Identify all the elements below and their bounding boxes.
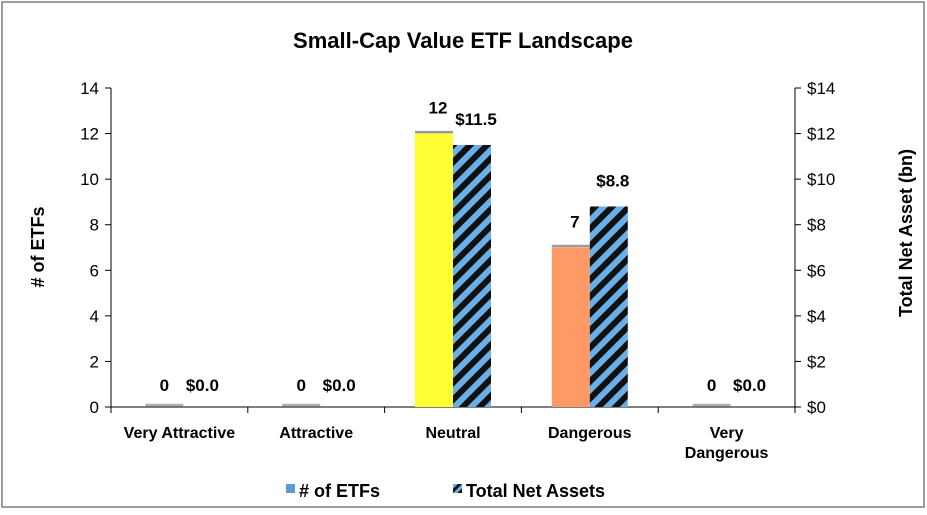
x-category-label: Very bbox=[710, 425, 744, 442]
y-axis-title-left: # of ETFs bbox=[28, 206, 48, 287]
bar-etfs bbox=[415, 133, 453, 408]
data-labels: 0 $0.0 0 $0.0 12 $11.5 7 $8.8 0 $0.0 bbox=[160, 99, 766, 395]
y-tick-label-left: 10 bbox=[80, 170, 99, 189]
legend-swatch-etfs bbox=[286, 484, 295, 493]
y-tick-label-right: $0 bbox=[807, 398, 826, 417]
data-label-etfs: 0 bbox=[160, 376, 169, 395]
bar-etfs bbox=[551, 247, 590, 407]
bar-assets bbox=[589, 206, 628, 407]
y-tick-label-right: $14 bbox=[807, 79, 835, 98]
y-tick-label-left: 2 bbox=[90, 352, 99, 371]
data-label-assets: $8.8 bbox=[596, 171, 629, 190]
legend: # of ETFs Total Net Assets bbox=[286, 481, 605, 501]
y-tick-label-right: $10 bbox=[807, 170, 835, 189]
chart-title: Small-Cap Value ETF Landscape bbox=[293, 28, 633, 53]
y-tick-label-left: 4 bbox=[90, 307, 99, 326]
y-tick-label-right: $2 bbox=[807, 352, 826, 371]
x-category-label: Neutral bbox=[425, 425, 480, 442]
y-tick-label-right: $6 bbox=[807, 261, 826, 280]
bars bbox=[145, 130, 731, 408]
y-tick-label-right: $4 bbox=[807, 307, 826, 326]
data-label-assets: $0.0 bbox=[186, 376, 219, 395]
x-category-label: Very Attractive bbox=[124, 425, 236, 442]
x-category-label: Attractive bbox=[279, 425, 353, 442]
y-tick-label-left: 12 bbox=[80, 125, 99, 144]
y-tick-label-left: 14 bbox=[80, 79, 99, 98]
x-category-label: Dangerous bbox=[685, 445, 769, 462]
y-tick-label-left: 6 bbox=[90, 261, 99, 280]
x-category-label: Dangerous bbox=[548, 425, 632, 442]
legend-label-etfs: # of ETFs bbox=[299, 481, 380, 501]
data-label-etfs: 0 bbox=[707, 376, 716, 395]
legend-swatch-assets bbox=[453, 484, 462, 493]
y-tick-label-left: 8 bbox=[90, 216, 99, 235]
legend-label-assets: Total Net Assets bbox=[466, 481, 605, 501]
data-label-assets: $11.5 bbox=[455, 110, 497, 129]
axes: 0 2 4 6 8 10 12 14 $0 $2 $4 $6 $8 $10 $12 $14 Very Attra… bbox=[80, 79, 835, 462]
y-tick-label-right: $12 bbox=[807, 125, 835, 144]
data-label-assets: $0.0 bbox=[733, 376, 766, 395]
data-label-etfs: 12 bbox=[429, 99, 448, 118]
y-tick-label-right: $8 bbox=[807, 216, 826, 235]
y-tick-label-left: 0 bbox=[90, 398, 99, 417]
data-label-etfs: 0 bbox=[296, 376, 305, 395]
bar-assets bbox=[453, 144, 491, 407]
data-label-assets: $0.0 bbox=[323, 376, 356, 395]
data-label-etfs: 7 bbox=[570, 213, 579, 232]
y-axis-title-right: Total Net Asset (bn) bbox=[896, 149, 916, 317]
